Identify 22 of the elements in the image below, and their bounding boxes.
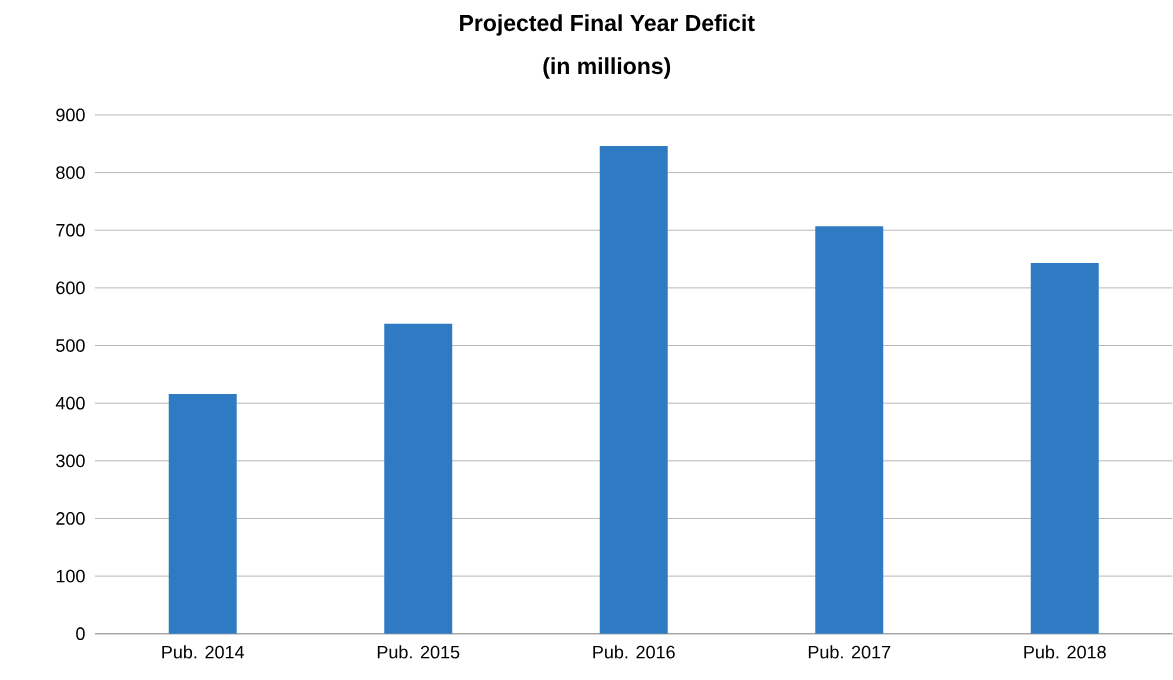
y-tick-label: 100	[56, 569, 85, 583]
bar	[1030, 263, 1099, 634]
y-tick-label: 500	[56, 339, 85, 353]
bar	[815, 226, 884, 634]
x-tick-label: Pub. 2018	[1024, 645, 1106, 659]
x-tick-label: Pub. 2015	[377, 645, 460, 659]
x-tick-label: Pub. 2017	[808, 645, 891, 659]
y-tick-label: 200	[56, 512, 85, 525]
x-tick-label: Pub. 2014	[162, 645, 245, 659]
chart-subtitle: (in millions)	[543, 57, 671, 79]
bar	[599, 146, 668, 634]
y-tick-label: 300	[56, 454, 85, 468]
y-tick-label: 0	[76, 627, 85, 641]
y-tick-label: 900	[56, 108, 85, 122]
chart-title: Projected Final Year Deficit	[460, 14, 755, 36]
y-tick-label: 400	[55, 396, 85, 410]
y-tick-label: 600	[56, 281, 85, 295]
y-tick-label: 700	[56, 223, 85, 237]
bar	[168, 394, 237, 634]
y-tick-label: 800	[56, 166, 85, 180]
x-tick-label: Pub. 2016	[593, 645, 675, 659]
bar	[384, 323, 453, 634]
